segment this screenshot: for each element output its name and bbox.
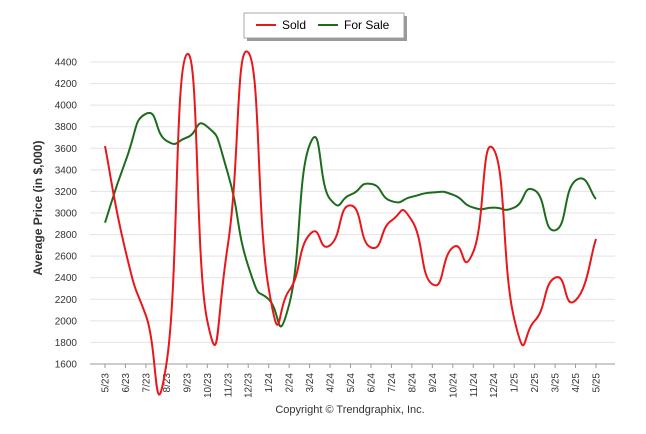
x-tick-label: 2/24 xyxy=(285,373,296,393)
plot-series xyxy=(104,50,597,396)
legend-shadow xyxy=(404,16,407,41)
legend-shadow-bottom xyxy=(247,38,407,41)
y-tick-label: 2400 xyxy=(55,273,78,284)
x-tick-label: 6/24 xyxy=(366,373,377,393)
x-tick-label: 5/23 xyxy=(101,373,112,393)
y-tick-label: 4400 xyxy=(55,58,78,69)
x-tick-label: 11/23 xyxy=(223,373,234,398)
x-tick-label: 4/24 xyxy=(326,373,337,393)
y-tick-label: 2800 xyxy=(55,230,78,241)
x-tick-label: 4/25 xyxy=(571,373,582,393)
legend-label-for-sale: For Sale xyxy=(344,18,390,32)
x-tick-label: 7/24 xyxy=(387,373,398,393)
y-tick-label: 3600 xyxy=(55,144,78,155)
y-tick-label: 3800 xyxy=(55,122,78,133)
copyright-footer: Copyright © Trendgraphix, Inc. xyxy=(275,404,424,416)
x-tick-label: 2/25 xyxy=(530,373,541,393)
y-tick-label: 1600 xyxy=(55,360,78,371)
x-tick-label: 8/23 xyxy=(162,373,173,393)
x-tick-label: 1/25 xyxy=(510,373,521,393)
series-line-sold xyxy=(104,50,597,396)
x-tick-label: 5/25 xyxy=(592,373,603,393)
x-tick-label: 9/24 xyxy=(428,373,439,393)
y-tick-label: 3400 xyxy=(55,165,78,176)
y-axis-title: Average Price (in $,000) xyxy=(31,141,45,276)
x-tick-label: 7/23 xyxy=(141,373,152,393)
x-tick-label: 9/23 xyxy=(182,373,193,393)
y-tick-label: 1800 xyxy=(55,338,78,349)
y-tick-label: 2600 xyxy=(55,252,78,263)
y-tick-label: 4000 xyxy=(55,101,78,112)
y-tick-label: 4200 xyxy=(55,79,78,90)
x-tick-label: 6/23 xyxy=(121,373,132,393)
x-tick-label: 10/23 xyxy=(203,373,214,398)
legend-label-sold: Sold xyxy=(282,18,306,32)
y-axis-ticks: 1600 1800 2000 2200 2400 2600 2800 3000 3200 3400… xyxy=(55,58,78,371)
x-tick-label: 3/25 xyxy=(551,373,562,393)
x-tick-label: 12/23 xyxy=(244,373,255,398)
x-axis-ticks: 5/23 6/23 7/23 8/23 9/23 10/23 11/23 12/23 1/24 2… xyxy=(101,364,603,398)
y-tick-label: 3200 xyxy=(55,187,78,198)
x-tick-label: 12/24 xyxy=(489,373,500,398)
x-tick-label: 5/24 xyxy=(346,373,357,393)
y-tick-label: 2000 xyxy=(55,316,78,327)
x-tick-label: 8/24 xyxy=(407,373,418,393)
y-tick-label: 2200 xyxy=(55,295,78,306)
series-line-for-sale xyxy=(104,111,597,328)
y-tick-label: 3000 xyxy=(55,209,78,220)
legend: Sold For Sale xyxy=(243,12,407,41)
x-tick-label: 3/24 xyxy=(305,373,316,393)
x-tick-label: 1/24 xyxy=(264,373,275,393)
x-tick-label: 11/24 xyxy=(469,373,480,398)
x-tick-label: 10/24 xyxy=(448,373,459,398)
